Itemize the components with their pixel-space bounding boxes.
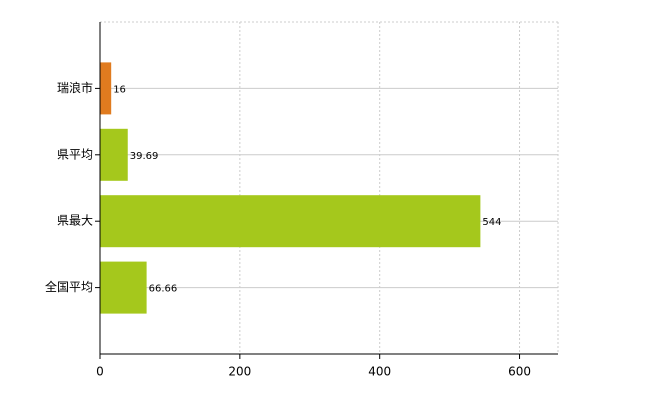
y-tick-label: 瑞浪市 xyxy=(57,80,93,95)
bar xyxy=(100,62,112,115)
x-tick-label: 200 xyxy=(228,365,251,379)
value-label: 39.69 xyxy=(130,151,159,162)
x-tick-label: 0 xyxy=(96,365,104,379)
value-label: 66.66 xyxy=(149,284,178,295)
y-tick-label: 県平均 xyxy=(57,147,93,161)
value-label: 16 xyxy=(113,84,126,95)
y-tick-label: 全国平均 xyxy=(45,279,93,294)
bar xyxy=(100,195,481,248)
x-tick-label: 600 xyxy=(508,365,531,379)
y-tick-label: 県最大 xyxy=(57,214,93,228)
bar xyxy=(100,128,128,181)
bar xyxy=(100,261,147,314)
value-label: 544 xyxy=(482,217,501,228)
x-tick-label: 400 xyxy=(368,365,391,379)
